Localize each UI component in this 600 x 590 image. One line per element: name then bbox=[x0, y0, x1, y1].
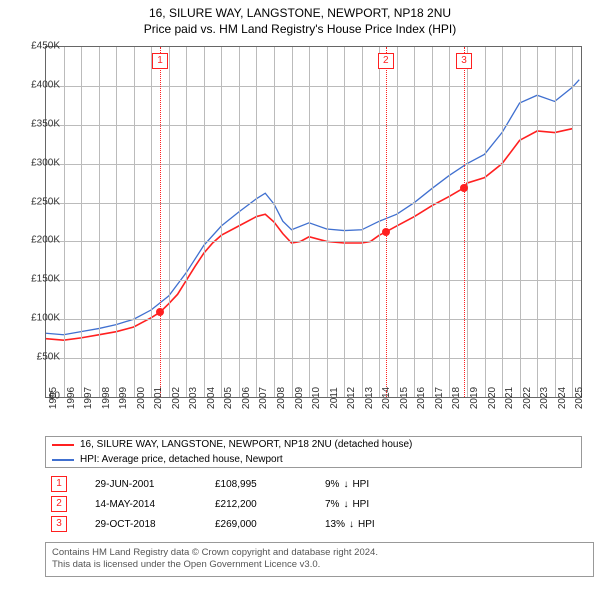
marker-price: £269,000 bbox=[215, 519, 325, 530]
y-axis-label: £100K bbox=[10, 313, 60, 324]
x-axis-label: 1999 bbox=[118, 387, 129, 409]
x-axis-label: 2024 bbox=[557, 387, 568, 409]
marker-date: 29-JUN-2001 bbox=[95, 479, 215, 490]
x-axis-label: 2016 bbox=[416, 387, 427, 409]
marker-diff: 13%↓HPI bbox=[325, 519, 375, 530]
x-axis-label: 1997 bbox=[83, 387, 94, 409]
y-axis-label: £350K bbox=[10, 118, 60, 129]
x-axis-label: 2011 bbox=[329, 387, 340, 409]
sale-point-3 bbox=[460, 184, 468, 192]
x-axis-label: 2015 bbox=[399, 387, 410, 409]
x-axis-label: 1996 bbox=[66, 387, 77, 409]
sale-point-2 bbox=[382, 228, 390, 236]
legend-item-hpi: HPI: Average price, detached house, Newp… bbox=[46, 452, 581, 467]
marker-date: 14-MAY-2014 bbox=[95, 499, 215, 510]
marker-box-2: 2 bbox=[378, 53, 394, 69]
x-axis-label: 2025 bbox=[574, 387, 585, 409]
down-arrow-icon: ↓ bbox=[343, 479, 348, 490]
title-line-2: Price paid vs. HM Land Registry's House … bbox=[0, 22, 600, 36]
x-axis-label: 2021 bbox=[504, 387, 515, 409]
x-axis-label: 2006 bbox=[241, 387, 252, 409]
marker-diff: 7%↓HPI bbox=[325, 499, 369, 510]
legend: 16, SILURE WAY, LANGSTONE, NEWPORT, NP18… bbox=[45, 436, 582, 468]
x-axis-label: 2019 bbox=[469, 387, 480, 409]
y-axis-label: £300K bbox=[10, 157, 60, 168]
chart-lines bbox=[46, 47, 581, 397]
x-axis-label: 2002 bbox=[171, 387, 182, 409]
marker-box-1: 1 bbox=[152, 53, 168, 69]
chart-titles: 16, SILURE WAY, LANGSTONE, NEWPORT, NP18… bbox=[0, 0, 600, 36]
x-axis-label: 2018 bbox=[451, 387, 462, 409]
marker-diff: 9%↓HPI bbox=[325, 479, 369, 490]
footer-line-1: Contains HM Land Registry data © Crown c… bbox=[52, 547, 587, 559]
x-axis-label: 2012 bbox=[346, 387, 357, 409]
y-axis-label: £50K bbox=[10, 352, 60, 363]
footer-line-2: This data is licensed under the Open Gov… bbox=[52, 559, 587, 571]
legend-label: HPI: Average price, detached house, Newp… bbox=[80, 454, 283, 465]
marker-row: 2 14-MAY-2014£212,2007%↓HPI bbox=[45, 494, 580, 514]
marker-box-3: 3 bbox=[456, 53, 472, 69]
marker-row: 1 29-JUN-2001£108,9959%↓HPI bbox=[45, 474, 580, 494]
x-axis-label: 2020 bbox=[487, 387, 498, 409]
y-axis-label: £150K bbox=[10, 274, 60, 285]
down-arrow-icon: ↓ bbox=[349, 519, 354, 530]
x-axis-label: 1995 bbox=[48, 387, 59, 409]
title-line-1: 16, SILURE WAY, LANGSTONE, NEWPORT, NP18… bbox=[0, 6, 600, 20]
legend-item-price: 16, SILURE WAY, LANGSTONE, NEWPORT, NP18… bbox=[46, 437, 581, 452]
x-axis-label: 2010 bbox=[311, 387, 322, 409]
legend-label: 16, SILURE WAY, LANGSTONE, NEWPORT, NP18… bbox=[80, 439, 412, 450]
legend-swatch bbox=[52, 459, 74, 461]
series-hpi bbox=[46, 80, 579, 335]
down-arrow-icon: ↓ bbox=[343, 499, 348, 510]
marker-price: £108,995 bbox=[215, 479, 325, 490]
x-axis-label: 2005 bbox=[223, 387, 234, 409]
marker-row: 3 29-OCT-2018£269,00013%↓HPI bbox=[45, 514, 580, 534]
y-axis-label: £450K bbox=[10, 41, 60, 52]
x-axis-label: 2017 bbox=[434, 387, 445, 409]
x-axis-label: 2007 bbox=[258, 387, 269, 409]
footer-attribution: Contains HM Land Registry data © Crown c… bbox=[45, 542, 594, 577]
x-axis-label: 2013 bbox=[364, 387, 375, 409]
x-axis-label: 2023 bbox=[539, 387, 550, 409]
sale-point-1 bbox=[156, 308, 164, 316]
x-axis-label: 2003 bbox=[188, 387, 199, 409]
price-chart: 1 2 3 bbox=[45, 46, 582, 398]
y-axis-label: £400K bbox=[10, 79, 60, 90]
x-axis-label: 1998 bbox=[101, 387, 112, 409]
marker-date: 29-OCT-2018 bbox=[95, 519, 215, 530]
marker-id: 1 bbox=[51, 476, 67, 492]
y-axis-label: £250K bbox=[10, 196, 60, 207]
marker-id: 2 bbox=[51, 496, 67, 512]
legend-swatch bbox=[52, 444, 74, 446]
x-axis-label: 2014 bbox=[381, 387, 392, 409]
x-axis-label: 2004 bbox=[206, 387, 217, 409]
x-axis-label: 2000 bbox=[136, 387, 147, 409]
marker-table: 1 29-JUN-2001£108,9959%↓HPI 2 14-MAY-2014£2… bbox=[45, 474, 580, 534]
x-axis-label: 2001 bbox=[153, 387, 164, 409]
x-axis-label: 2008 bbox=[276, 387, 287, 409]
x-axis-label: 2009 bbox=[294, 387, 305, 409]
x-axis-label: 2022 bbox=[522, 387, 533, 409]
marker-id: 3 bbox=[51, 516, 67, 532]
y-axis-label: £200K bbox=[10, 235, 60, 246]
marker-price: £212,200 bbox=[215, 499, 325, 510]
